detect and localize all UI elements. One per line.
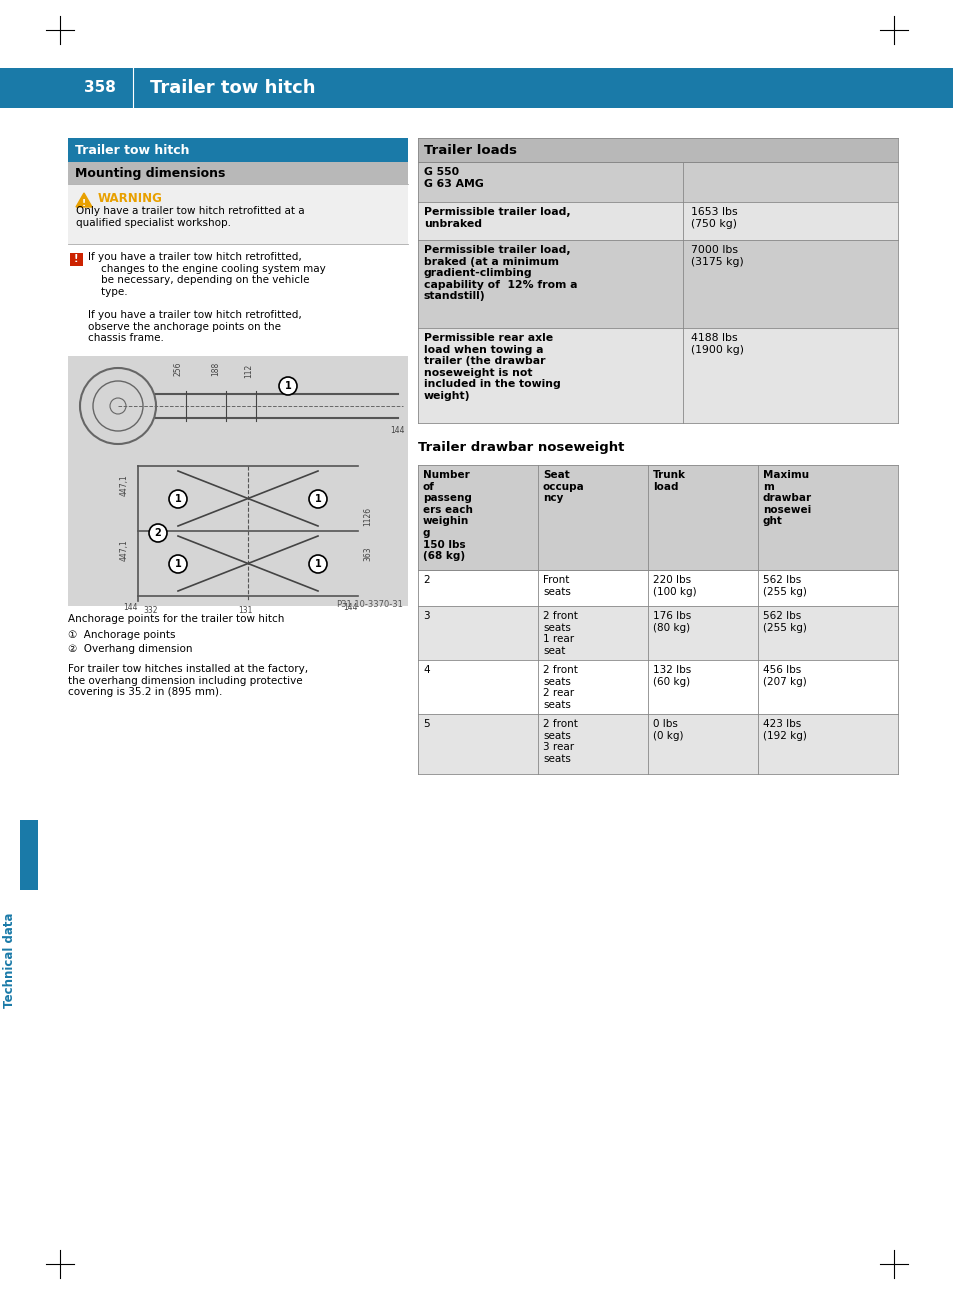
Text: 144: 144 (390, 426, 404, 435)
Text: ②  Overhang dimension: ② Overhang dimension (68, 644, 193, 653)
Text: 144: 144 (123, 603, 137, 612)
Text: Mounting dimensions: Mounting dimensions (75, 167, 225, 180)
Bar (417, 660, 897, 714)
Text: 1: 1 (174, 559, 181, 569)
Text: WARNING: WARNING (98, 192, 163, 204)
Text: 112: 112 (244, 364, 253, 378)
Text: Trailer tow hitch: Trailer tow hitch (150, 79, 315, 97)
Text: Trunk
load: Trunk load (652, 470, 685, 492)
Bar (417, 239, 897, 327)
Text: Number
of
passeng
ers each
weighin
g
150 lbs
(68 kg): Number of passeng ers each weighin g 150… (422, 470, 473, 562)
Text: G 550
G 63 AMG: G 550 G 63 AMG (423, 167, 483, 189)
Text: 2: 2 (422, 575, 429, 585)
Text: 176 lbs
(80 kg): 176 lbs (80 kg) (652, 611, 691, 633)
Text: 4188 lbs
(1900 kg): 4188 lbs (1900 kg) (690, 333, 743, 355)
Text: 132 lbs
(60 kg): 132 lbs (60 kg) (652, 665, 691, 687)
Text: Permissible trailer load,
unbraked: Permissible trailer load, unbraked (423, 207, 570, 229)
Bar (417, 202, 897, 239)
Text: Maximu
m
drawbar
nosewei
ght: Maximu m drawbar nosewei ght (762, 470, 811, 527)
Circle shape (309, 555, 327, 573)
Text: 7000 lbs
(3175 kg): 7000 lbs (3175 kg) (690, 245, 743, 267)
Bar (417, 465, 897, 569)
Bar (417, 327, 897, 423)
Circle shape (169, 490, 187, 509)
Bar (68, 138, 408, 162)
Text: 220 lbs
(100 kg): 220 lbs (100 kg) (652, 575, 696, 597)
Text: 2 front
seats
3 rear
seats: 2 front seats 3 rear seats (542, 719, 578, 763)
Text: 358: 358 (84, 80, 116, 96)
Circle shape (309, 490, 327, 509)
Text: 1: 1 (314, 559, 321, 569)
Text: 423 lbs
(192 kg): 423 lbs (192 kg) (762, 719, 806, 740)
Text: 1: 1 (284, 380, 291, 391)
Text: Front
seats: Front seats (542, 575, 570, 597)
Text: For trailer tow hitches installed at the factory,
the overhang dimension includi: For trailer tow hitches installed at the… (68, 664, 308, 697)
Text: Permissible rear axle
load when towing a
trailer (the drawbar
noseweight is not
: Permissible rear axle load when towing a… (423, 333, 560, 401)
Text: Seat
occupa
ncy: Seat occupa ncy (542, 470, 584, 503)
Text: 447,1: 447,1 (120, 540, 129, 562)
Bar (0, 69, 953, 107)
Bar (417, 606, 897, 660)
Text: 1: 1 (174, 494, 181, 503)
Text: Trailer loads: Trailer loads (423, 144, 517, 157)
Text: 4: 4 (422, 665, 429, 675)
Text: 1: 1 (314, 494, 321, 503)
Text: 1653 lbs
(750 kg): 1653 lbs (750 kg) (690, 207, 737, 229)
Text: 0 lbs
(0 kg): 0 lbs (0 kg) (652, 719, 682, 740)
Circle shape (278, 377, 296, 395)
Text: If you have a trailer tow hitch retrofitted,
    changes to the engine cooling s: If you have a trailer tow hitch retrofit… (88, 252, 325, 296)
Text: 456 lbs
(207 kg): 456 lbs (207 kg) (762, 665, 806, 687)
Text: 1126: 1126 (363, 507, 372, 525)
Bar (68, 184, 408, 245)
Text: 332: 332 (143, 606, 157, 615)
Bar (70, 254, 83, 267)
Text: 363: 363 (363, 546, 372, 562)
Bar (68, 162, 408, 184)
Text: !: ! (82, 199, 86, 208)
Text: 562 lbs
(255 kg): 562 lbs (255 kg) (762, 575, 806, 597)
Text: Anchorage points for the trailer tow hitch: Anchorage points for the trailer tow hit… (68, 613, 284, 624)
Text: 562 lbs
(255 kg): 562 lbs (255 kg) (762, 611, 806, 633)
Text: 2: 2 (154, 528, 161, 538)
Text: ①  Anchorage points: ① Anchorage points (68, 630, 175, 641)
Text: Trailer tow hitch: Trailer tow hitch (75, 144, 190, 157)
Polygon shape (76, 193, 91, 207)
Text: P31.10-3370-31: P31.10-3370-31 (335, 600, 402, 609)
Text: 256: 256 (173, 361, 183, 377)
Text: 2 front
seats
2 rear
seats: 2 front seats 2 rear seats (542, 665, 578, 710)
Text: Permissible trailer load,
braked (at a minimum
gradient-climbing
capability of  : Permissible trailer load, braked (at a m… (423, 245, 577, 302)
Circle shape (169, 555, 187, 573)
Bar (20, 820, 38, 890)
Bar (68, 356, 408, 606)
Text: 3: 3 (422, 611, 429, 621)
Text: Trailer drawbar noseweight: Trailer drawbar noseweight (417, 441, 623, 454)
Bar (417, 138, 897, 162)
Bar (417, 569, 897, 606)
Text: 144: 144 (343, 603, 357, 612)
Text: 131: 131 (237, 606, 253, 615)
Text: 188: 188 (211, 362, 220, 377)
Text: Technical data: Technical data (4, 912, 16, 1008)
Text: 2 front
seats
1 rear
seat: 2 front seats 1 rear seat (542, 611, 578, 656)
Text: If you have a trailer tow hitch retrofitted,
observe the anchorage points on the: If you have a trailer tow hitch retrofit… (88, 311, 301, 343)
Bar (417, 714, 897, 774)
Text: !: ! (73, 254, 78, 264)
Circle shape (149, 524, 167, 542)
Bar (417, 162, 897, 202)
Text: Only have a trailer tow hitch retrofitted at a
qualified specialist workshop.: Only have a trailer tow hitch retrofitte… (76, 206, 304, 228)
Text: 447,1: 447,1 (120, 474, 129, 496)
Text: 5: 5 (422, 719, 429, 729)
